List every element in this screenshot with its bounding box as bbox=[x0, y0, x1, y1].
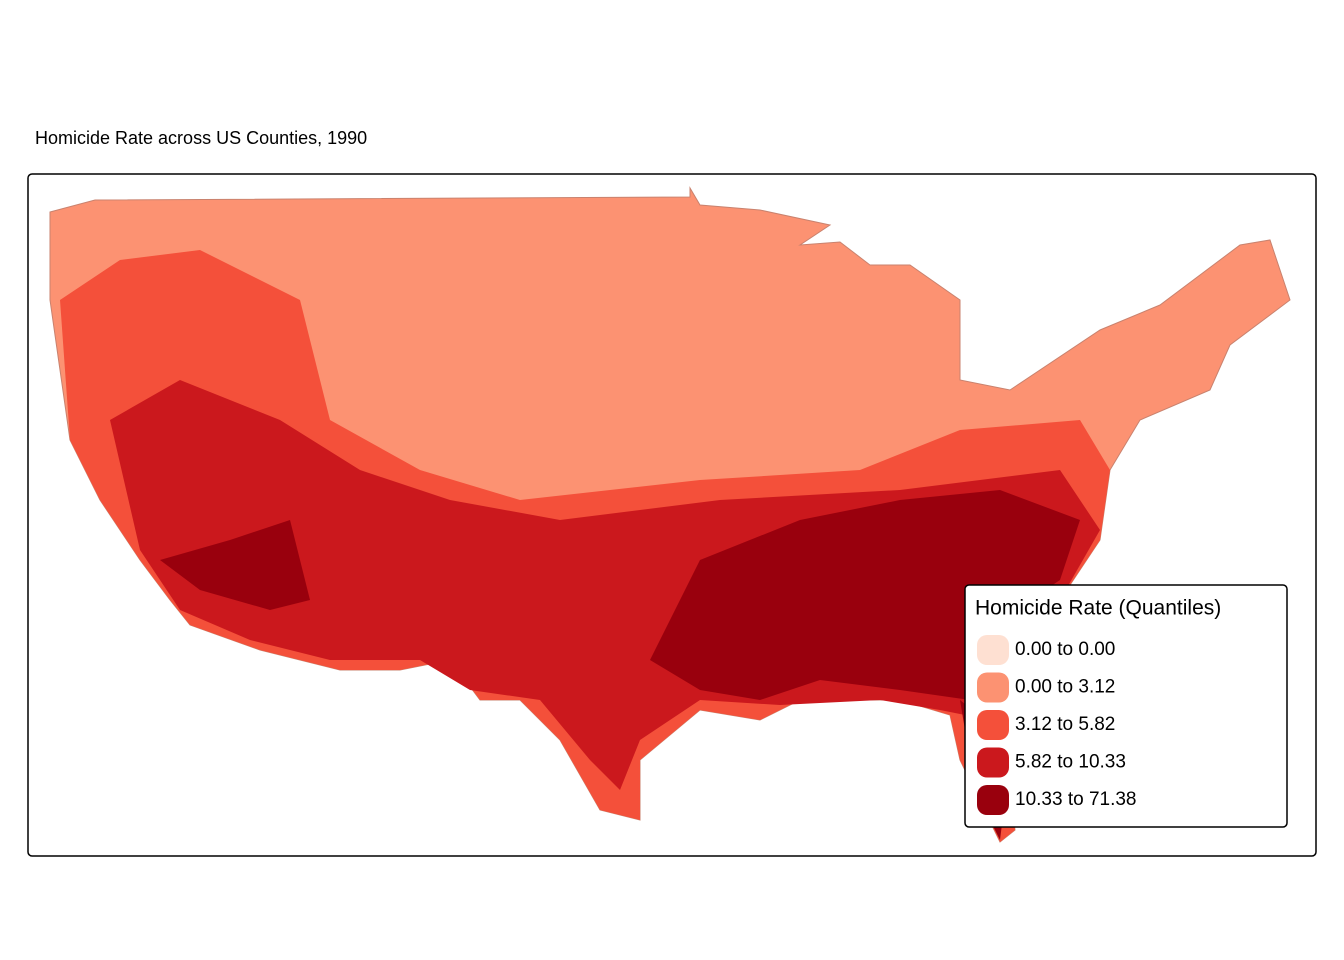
legend-label: 3.12 to 5.82 bbox=[1015, 714, 1115, 735]
legend-swatch bbox=[977, 710, 1009, 740]
legend-swatch bbox=[977, 785, 1009, 815]
legend-swatch bbox=[977, 747, 1009, 778]
map-frame bbox=[27, 173, 1317, 857]
legend-label: 5.82 to 10.33 bbox=[1015, 752, 1126, 773]
legend-box bbox=[964, 584, 1288, 828]
legend-label: 0.00 to 0.00 bbox=[1015, 639, 1115, 660]
legend-label: 10.33 to 71.38 bbox=[1015, 789, 1137, 810]
map-title: Homicide Rate across US Counties, 1990 bbox=[35, 128, 367, 148]
legend: Homicide Rate (Quantiles) 0.00 to 0.00 0.… bbox=[964, 584, 1288, 828]
legend-title: Homicide Rate (Quantiles) bbox=[975, 597, 1221, 620]
legend-label: 0.00 to 3.12 bbox=[1015, 677, 1115, 698]
legend-swatch bbox=[977, 672, 1009, 703]
region bbox=[110, 380, 1100, 790]
region bbox=[160, 520, 310, 610]
legend-swatch bbox=[977, 635, 1009, 665]
